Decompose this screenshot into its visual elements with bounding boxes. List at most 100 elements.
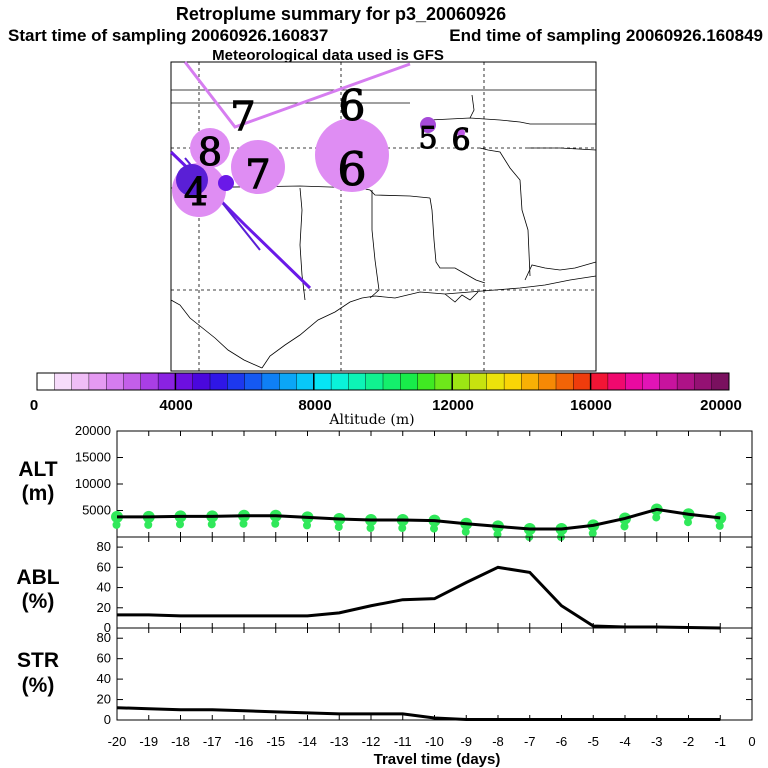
altitude-dot [207, 520, 216, 529]
colorbar-swatch [365, 372, 384, 391]
plume-circle [420, 117, 436, 133]
x-tick-label: -10 [425, 734, 444, 749]
y-tick-label: 80 [97, 630, 111, 645]
alt-panel-unit: (m) [22, 482, 55, 505]
altitude-dot [652, 513, 661, 522]
colorbar-swatch [452, 372, 471, 391]
plume-circle [190, 128, 230, 168]
plume-circle [457, 129, 465, 137]
map-plume-circles [172, 117, 465, 217]
colorbar-swatch [486, 372, 505, 391]
str-panel-unit: (%) [22, 674, 55, 697]
colorbar-swatch [175, 372, 194, 391]
str-panel-title: STR [17, 649, 59, 672]
colorbar-swatch [625, 372, 644, 391]
y-tick-label: 80 [97, 539, 111, 554]
colorbar-swatch [71, 372, 90, 391]
colorbar-swatch [209, 372, 228, 391]
altitude-dot [398, 524, 407, 533]
y-tick-label: 20 [97, 600, 111, 615]
colorbar-swatch [659, 372, 678, 391]
colorbar-swatch [244, 372, 263, 391]
abl-panel-unit: (%) [22, 590, 55, 613]
altitude-dot [715, 521, 724, 530]
cluster-label: 6 [451, 123, 470, 158]
colorbar-swatch [192, 372, 211, 391]
colorbar-swatch [54, 372, 73, 391]
alt-series-line [117, 507, 721, 531]
x-tick-label: -15 [266, 734, 285, 749]
x-tick-label: -4 [619, 734, 631, 749]
x-tick-label: -1 [714, 734, 726, 749]
colorbar-tick-label: 0 [30, 397, 38, 414]
end-time-label: End time of sampling 20060926.160849 [449, 26, 763, 45]
time-series-panels: 5000100001500020000020406080020406080-20… [75, 423, 756, 749]
y-tick-label: 20 [97, 692, 111, 707]
colorbar-label: Altitude (m) [328, 412, 414, 428]
colorbar-swatch [313, 372, 332, 391]
colorbar-swatch [642, 372, 661, 391]
colorbar-swatch [521, 372, 540, 391]
colorbar-tick-label: 8000 [298, 397, 331, 414]
plume-circle [231, 140, 285, 194]
colorbar-swatch [88, 372, 107, 391]
str-series-line [116, 706, 721, 721]
map-panel: 7 6 6 7 8 5 6 4 [169, 61, 597, 372]
x-tick-label: 0 [748, 734, 755, 749]
colorbar-ticks: 0 4000 8000 12000 16000 20000 [30, 397, 742, 414]
colorbar-swatch [105, 372, 124, 391]
y-tick-label: 0 [104, 620, 111, 635]
y-tick-label: 60 [97, 559, 111, 574]
colorbar-tick-label: 4000 [159, 397, 192, 414]
x-tick-label: -7 [524, 734, 536, 749]
altitude-dot [334, 522, 343, 531]
x-tick-label: -8 [492, 734, 504, 749]
cluster-label: 7 [230, 94, 255, 140]
panel-frame [116, 627, 753, 721]
plume-circle [176, 164, 208, 196]
colorbar-swatch [157, 372, 176, 391]
colorbar-swatch [261, 372, 280, 391]
x-tick-label: -3 [651, 734, 663, 749]
colorbar-swatch [434, 372, 453, 391]
start-time-label: Start time of sampling 20060926.160837 [8, 26, 328, 45]
colorbar-swatch [538, 372, 557, 391]
map-frame [170, 61, 597, 372]
x-tick-label: -5 [587, 734, 599, 749]
x-tick-label: -18 [171, 734, 190, 749]
y-tick-label: 20000 [75, 423, 111, 438]
colorbar-swatch [676, 372, 695, 391]
x-tick-label: -9 [460, 734, 472, 749]
altitude-dot [271, 519, 280, 528]
y-tick-label: 5000 [82, 503, 111, 518]
altitude-dot [239, 519, 248, 528]
colorbar-tick-label: 12000 [432, 397, 474, 414]
colorbar-swatch [694, 372, 713, 391]
altitude-dot [588, 529, 597, 538]
cluster-label: 5 [418, 121, 437, 156]
altitude-dot [112, 520, 121, 529]
colorbar-swatch [555, 372, 574, 391]
x-tick-label: -19 [139, 734, 158, 749]
abl-panel-title: ABL [16, 566, 59, 589]
figure-title: Retroplume summary for p3_20060926 [176, 4, 506, 24]
colorbar-swatch [296, 372, 315, 391]
map-borders [170, 89, 597, 369]
x-tick-label: -20 [108, 734, 127, 749]
colorbar-swatch [607, 372, 626, 391]
y-tick-label: 40 [97, 580, 111, 595]
panel-titles: ALT (m) ABL (%) STR (%) [16, 458, 59, 697]
altitude-dot [684, 518, 692, 527]
y-tick-label: 15000 [75, 450, 111, 465]
colorbar-swatch [573, 372, 592, 391]
altitude-dot [620, 522, 629, 531]
map-cluster-labels: 7 6 6 7 8 5 6 4 [183, 80, 471, 214]
colorbar-swatch [140, 372, 159, 391]
colorbar-swatch [348, 372, 367, 391]
x-tick-label: -11 [394, 734, 412, 749]
colorbar-swatch [36, 372, 55, 391]
x-tick-label: -12 [362, 734, 381, 749]
y-tick-label: 0 [104, 712, 111, 727]
cluster-label: 7 [245, 152, 270, 198]
